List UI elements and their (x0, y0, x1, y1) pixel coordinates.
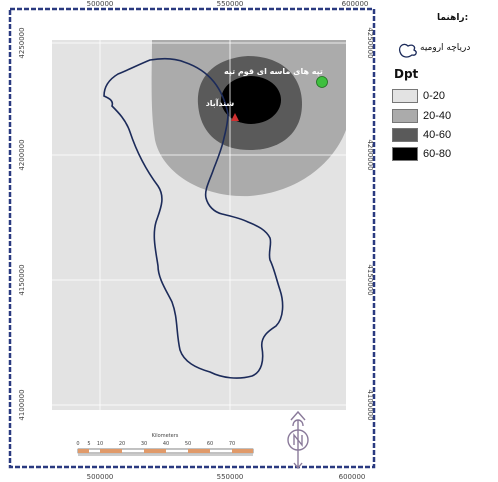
legend-class-label: 0-20 (423, 90, 446, 102)
legend-class-label: 20-40 (423, 110, 452, 122)
y-tick-left-4: 4100000 (18, 389, 26, 420)
y-tick-left-2: 4200000 (18, 139, 26, 170)
scale-bar: Kilometers 0 5 10 20 30 40 50 60 70 (76, 433, 254, 456)
legend-title: راهنما: (437, 13, 469, 23)
x-tick-bottom-3: 600000 (339, 473, 366, 481)
scale-tick-0: 0 (76, 441, 79, 447)
lake-legend-icon (398, 43, 417, 58)
dune-site-point (316, 76, 328, 88)
legend-class-row: 60-80 (392, 146, 492, 162)
x-tick-top-2: 550000 (217, 0, 244, 8)
legend-class-row: 40-60 (392, 127, 492, 143)
y-tick-right-4: 4100000 (366, 389, 374, 420)
legend-class-label: 60-80 (423, 148, 452, 160)
legend-class-row: 20-40 (392, 108, 492, 124)
scale-tick-50: 50 (185, 441, 191, 447)
scale-tick-40: 40 (163, 441, 169, 447)
site-label: تپه های ماسه ای قوم تپه (224, 67, 323, 76)
x-tick-bottom-1: 500000 (87, 473, 114, 481)
y-tick-right-2: 4200000 (366, 139, 374, 170)
scale-tick-30: 30 (141, 441, 147, 447)
legend-swatch (392, 89, 418, 103)
y-tick-right-1: 4250000 (366, 27, 374, 58)
scale-tick-5: 5 (87, 441, 90, 447)
y-tick-left-3: 4150000 (18, 264, 26, 295)
legend-lake-label: دریاچه ارومیه (420, 43, 471, 53)
coordinate-grid (52, 40, 356, 410)
class-60-80-area (221, 76, 281, 124)
legend-swatch (392, 109, 418, 123)
lake-urmia-outline (103, 57, 284, 379)
north-arrow-icon (287, 410, 309, 470)
x-tick-top-3: 600000 (342, 0, 369, 8)
y-tick-left-1: 4250000 (18, 27, 26, 58)
scale-tick-70: 70 (229, 441, 235, 447)
x-tick-top-1: 500000 (87, 0, 114, 8)
scale-unit-label: Kilometers (152, 433, 179, 439)
x-tick-bottom-2: 550000 (217, 473, 244, 481)
scale-tick-10: 10 (97, 441, 103, 447)
scale-tick-20: 20 (119, 441, 125, 447)
scale-tick-60: 60 (207, 441, 213, 447)
town-label: شندآباد (206, 98, 235, 108)
legend-class-row: 0-20 (392, 88, 492, 104)
legend-swatch (392, 147, 418, 161)
legend-swatch (392, 128, 418, 142)
legend-field-name: Dpt (394, 67, 419, 81)
town-point (231, 113, 239, 121)
legend-class-label: 40-60 (423, 129, 452, 141)
y-tick-right-3: 4150000 (366, 264, 374, 295)
